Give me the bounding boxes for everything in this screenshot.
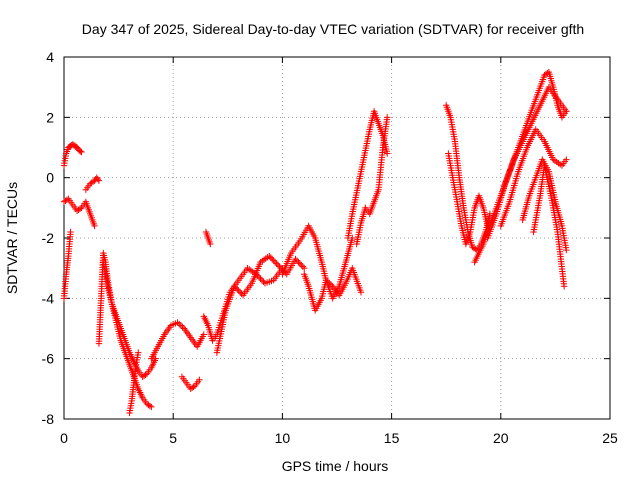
grid-lines	[64, 57, 610, 419]
data-point	[266, 252, 273, 260]
x-axis-label: GPS time / hours	[282, 458, 389, 474]
x-tick-label: 25	[602, 430, 618, 446]
y-axis-label: SDTVAR / TECUs	[4, 182, 20, 294]
data-point	[190, 383, 197, 391]
data-point	[486, 210, 494, 218]
data-point	[257, 275, 264, 282]
data-point	[94, 175, 102, 183]
data-point	[295, 258, 302, 266]
data-point	[563, 108, 570, 115]
x-tick-label: 0	[60, 430, 68, 446]
chart-title: Day 347 of 2025, Sidereal Day-to-day VTE…	[82, 21, 584, 37]
data-point	[135, 349, 142, 356]
y-tick-label: -6	[42, 351, 55, 367]
data-point	[384, 114, 391, 121]
y-tick-label: -4	[42, 290, 55, 306]
data-point	[176, 320, 183, 328]
x-tick-label: 15	[384, 430, 400, 446]
data-marks	[60, 68, 570, 417]
data-point	[560, 283, 568, 290]
data-point	[236, 289, 244, 296]
y-tick-label: 0	[46, 170, 54, 186]
data-point	[298, 261, 305, 269]
data-point	[78, 148, 85, 156]
data-point	[231, 283, 238, 290]
y-tick-label: 2	[46, 109, 54, 125]
data-point	[384, 150, 391, 157]
data-point	[91, 222, 98, 230]
data-point	[67, 228, 74, 236]
data-point	[273, 260, 280, 267]
x-tick-label: 5	[169, 430, 177, 446]
data-point	[179, 323, 186, 331]
data-point	[235, 287, 242, 294]
data-point	[77, 148, 84, 155]
y-tick-label: 4	[46, 49, 54, 65]
data-point	[232, 284, 240, 291]
data-point	[148, 403, 155, 411]
data-point	[63, 196, 71, 203]
x-tick-label: 10	[275, 430, 291, 446]
data-point	[276, 263, 283, 270]
data-point	[269, 255, 276, 263]
axis-ticks: 0 5 10 15 20 25 -8 -6 -4 -2 0 2 4	[42, 49, 618, 446]
data-point	[234, 286, 241, 293]
data-point	[563, 246, 570, 254]
data-point	[95, 177, 103, 184]
data-point	[292, 255, 299, 263]
data-point	[76, 205, 84, 213]
data-point	[200, 331, 207, 338]
data-point	[142, 371, 149, 378]
data-point	[293, 257, 301, 264]
y-tick-label: -2	[42, 230, 55, 246]
data-point	[207, 240, 214, 248]
data-point	[357, 289, 365, 296]
data-point	[258, 277, 266, 284]
data-point	[271, 258, 279, 266]
data-point	[196, 376, 203, 383]
data-point	[238, 290, 245, 298]
data-point	[270, 257, 277, 264]
data-point	[296, 260, 304, 267]
data-point	[267, 254, 274, 261]
data-point	[274, 261, 282, 269]
data-point	[472, 245, 479, 253]
data-point	[146, 402, 154, 410]
data-point	[299, 263, 306, 270]
y-tick-label: -8	[42, 411, 55, 427]
data-point	[563, 156, 570, 163]
x-tick-label: 20	[493, 430, 509, 446]
data-point	[177, 322, 185, 329]
data-point	[260, 278, 267, 285]
data-point	[301, 264, 308, 272]
